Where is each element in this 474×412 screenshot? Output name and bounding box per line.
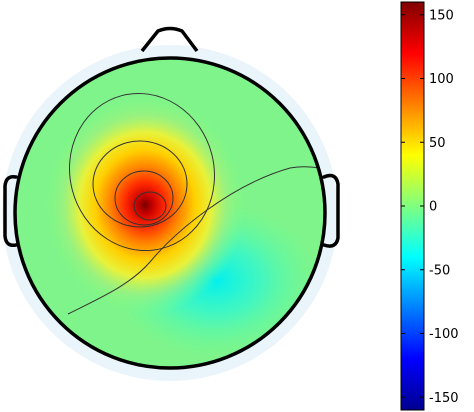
colorbar-tick-label: 150 xyxy=(429,8,454,23)
left-ear xyxy=(3,174,18,248)
colorbar: 150 100 50 0 -50 -100 -150 xyxy=(400,1,459,411)
contour-line xyxy=(92,140,188,228)
colorbar-tick-label: 100 xyxy=(429,72,454,87)
colorbar-gradient xyxy=(401,2,424,410)
nose-outline xyxy=(140,26,199,53)
colorbar-tick-label: -150 xyxy=(429,391,459,406)
scalp-map xyxy=(15,58,325,368)
head-outline xyxy=(13,56,327,370)
right-ear xyxy=(322,173,340,248)
colorbar-tick-label: 50 xyxy=(429,136,446,151)
colorbar-tick-label: 0 xyxy=(429,200,437,215)
colorbar-tick-label: -50 xyxy=(429,263,450,278)
contour-line xyxy=(133,191,167,221)
contour-line xyxy=(114,170,174,226)
zero-contour-line xyxy=(67,166,325,315)
colorbar-tick-label: -100 xyxy=(429,327,459,342)
